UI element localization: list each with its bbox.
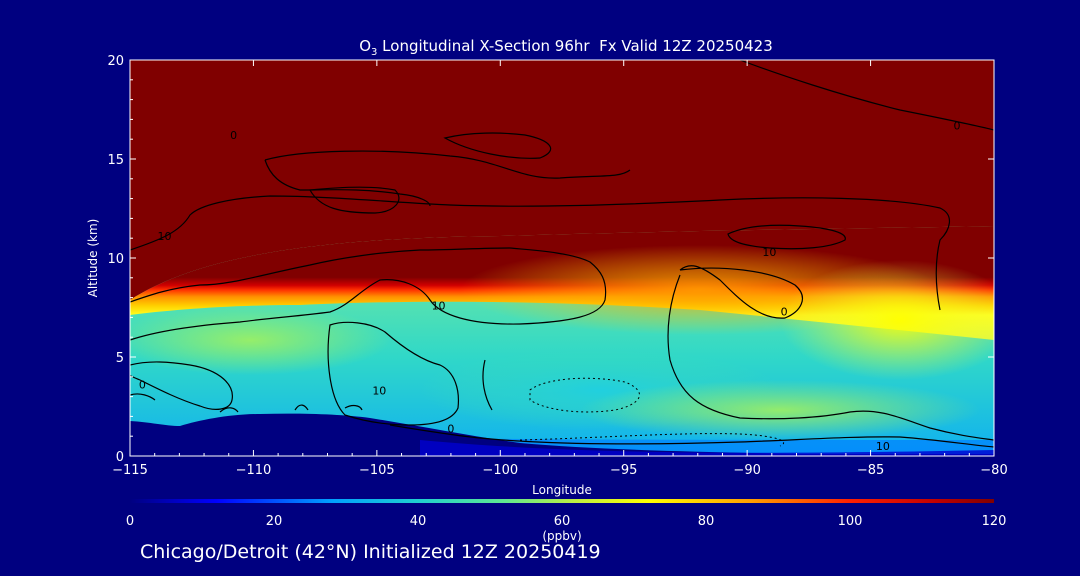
contour-lines: [130, 60, 994, 448]
x-axis-label: Longitude: [532, 483, 592, 497]
contour-label: 10: [762, 246, 776, 259]
contour-label: 0: [230, 129, 237, 142]
colorbar-unit-label: (ppbv): [542, 529, 581, 543]
y-axis: 0 5 10 15 20: [107, 54, 994, 465]
contour-label: 0: [953, 119, 960, 132]
y-tick-label: 15: [107, 153, 124, 168]
x-tick-label: −100: [482, 463, 518, 478]
x-tick-label: −115: [112, 463, 148, 478]
ozone-field: [130, 60, 994, 456]
y-tick-label: 0: [116, 450, 124, 465]
contour-label: 10: [432, 300, 446, 313]
x-tick-label: −110: [236, 463, 272, 478]
contour-labels: 0 0 10 10 10 0 0 10 0 10: [139, 119, 961, 453]
colorbar-tick-label: 0: [126, 514, 134, 529]
contour-label: 10: [372, 385, 386, 398]
x-tick-label: −95: [610, 463, 637, 478]
contour-label: 10: [876, 440, 890, 453]
contour-label: 0: [781, 305, 788, 318]
x-tick-label: −85: [857, 463, 884, 478]
figure-caption: Chicago/Detroit (42°N) Initialized 12Z 2…: [140, 541, 601, 563]
contour-label: 0: [447, 422, 454, 435]
colorbar-tick-label: 20: [266, 514, 283, 529]
colorbar: [130, 499, 994, 503]
dashed-contours: [519, 377, 785, 447]
colorbar-tick-label: 40: [410, 514, 427, 529]
contour-label: 10: [158, 230, 172, 243]
chart-title: O3 Longitudinal X-Section 96hr Fx Valid …: [359, 37, 773, 58]
colorbar-tick-label: 120: [982, 514, 1007, 529]
x-tick-label: −80: [980, 463, 1007, 478]
colorbar-tick-label: 100: [838, 514, 863, 529]
colorbar-ticks: 0 20 40 60 80 100 120: [126, 514, 1007, 529]
x-tick-label: −90: [733, 463, 760, 478]
y-axis-label: Altitude (km): [86, 219, 100, 298]
y-tick-label: 5: [116, 351, 124, 366]
y-tick-label: 10: [107, 252, 124, 267]
y-tick-label: 20: [107, 54, 124, 69]
x-tick-label: −105: [359, 463, 395, 478]
colorbar-tick-label: 80: [698, 514, 715, 529]
contour-label: 0: [139, 379, 146, 392]
x-axis: −115 −110 −105 −100 −95 −90 −85 −80: [112, 60, 1008, 478]
colorbar-tick-label: 60: [554, 514, 571, 529]
